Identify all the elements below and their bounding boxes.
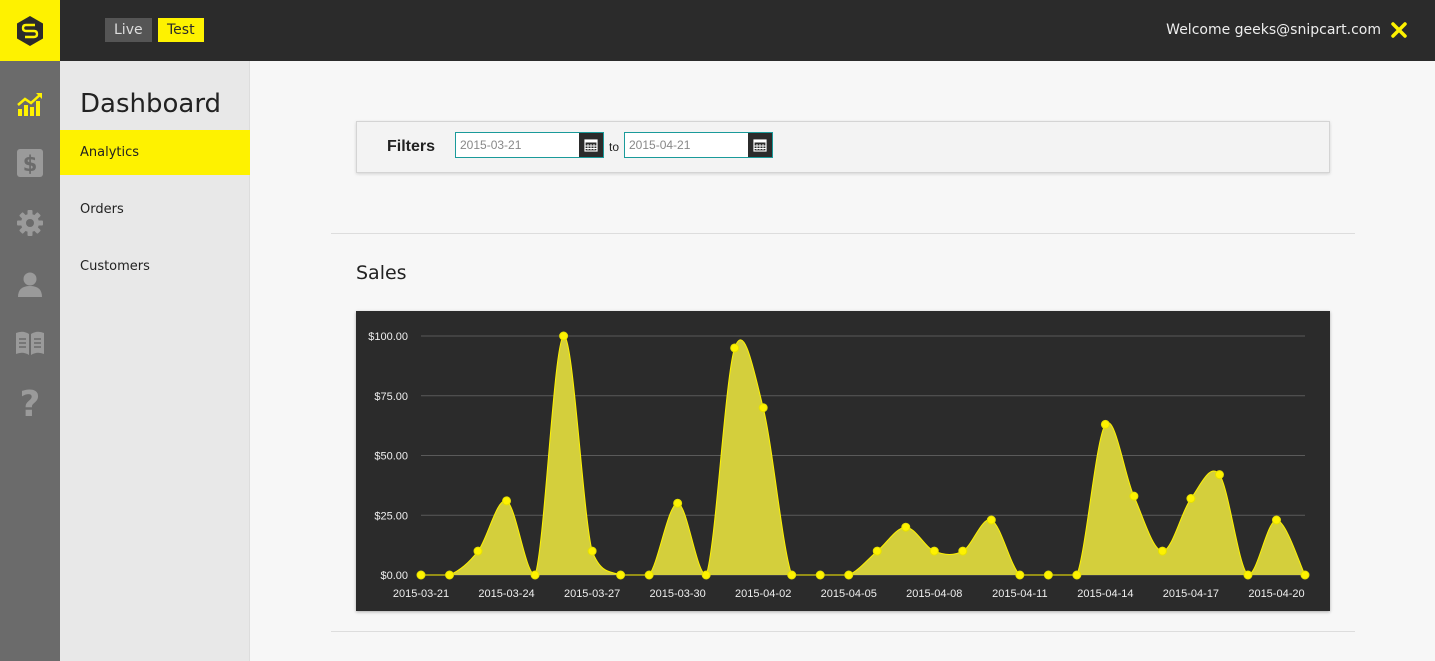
data-point [587,546,597,556]
data-point [502,496,512,506]
x-tick-label: 2015-03-21 [393,588,449,600]
data-point [1072,570,1082,580]
sales-chart: $0.00 $25.00 $50.00 $75.00 $100.00 2015-03-21… [356,311,1330,611]
data-point [901,522,911,532]
data-point [1214,470,1224,480]
data-point [1129,491,1139,501]
date-from-value: 2015-03-21 [460,138,522,152]
sub-navigation: Dashboard Analytics Orders Customers [60,61,250,661]
x-tick-label: 2015-04-08 [906,588,962,600]
data-point [701,570,711,580]
env-live-toggle[interactable]: Live [105,18,152,42]
close-icon[interactable] [1389,20,1409,40]
sales-heading: Sales [356,262,407,284]
data-point [673,498,683,508]
sales-area [421,335,1305,575]
section-divider [331,631,1355,632]
data-point [986,515,996,525]
x-tick-label: 2015-03-24 [478,588,534,600]
data-point [730,343,740,353]
y-tick-label: $75.00 [374,391,408,403]
data-point [815,570,825,580]
data-point [1300,570,1310,580]
y-tick-label: $0.00 [380,570,408,582]
data-point [929,546,939,556]
data-point [1271,515,1281,525]
y-tick-label: $25.00 [374,510,408,522]
dollar-icon[interactable]: $ [14,147,46,179]
data-point [644,570,654,580]
snipcart-logo-icon[interactable] [0,0,60,61]
section-divider [331,233,1355,234]
y-tick-label: $50.00 [374,451,408,463]
subnav-item-analytics[interactable]: Analytics [60,130,250,175]
env-test-toggle[interactable]: Test [158,18,204,42]
data-point [559,331,569,341]
svg-text:?: ? [20,385,41,419]
welcome-text: Welcome geeks@snipcart.com [1166,22,1381,38]
data-point [1015,570,1025,580]
date-to-value: 2015-04-21 [629,138,691,152]
x-tick-label: 2015-04-14 [1077,588,1133,600]
user-icon[interactable] [14,268,46,300]
data-point [416,570,426,580]
sales-chart-svg: $0.00 $25.00 $50.00 $75.00 $100.00 2015-03-21… [368,331,1310,600]
data-point [1043,570,1053,580]
to-label: to [609,140,620,154]
x-tick-label: 2015-03-27 [564,588,620,600]
data-point [787,570,797,580]
data-point [958,546,968,556]
gear-icon[interactable] [14,207,46,239]
data-point [473,546,483,556]
data-point [844,570,854,580]
x-tick-label: 2015-04-20 [1248,588,1304,600]
data-point [758,403,768,413]
subnav-item-customers[interactable]: Customers [80,259,150,274]
x-tick-label: 2015-04-02 [735,588,791,600]
data-point [616,570,626,580]
x-tick-label: 2015-03-30 [650,588,706,600]
data-point [1100,419,1110,429]
analytics-chart-icon[interactable] [14,88,46,120]
x-tick-label: 2015-04-11 [992,588,1047,600]
data-point [1157,546,1167,556]
filters-label: Filters [387,138,436,155]
data-point [872,546,882,556]
data-point [445,570,455,580]
calendar-icon[interactable] [748,133,772,157]
svg-text:$: $ [23,152,38,176]
data-point [1243,570,1253,580]
filters-panel: Filters 2015-03-21 to 2015-04-21 [356,121,1330,173]
data-point [1186,494,1196,504]
subnav-item-orders[interactable]: Orders [80,202,124,217]
x-tick-label: 2015-04-17 [1163,588,1219,600]
icon-sidebar: $ ? [0,61,60,661]
page-title: Dashboard [80,89,222,119]
date-from-field[interactable]: 2015-03-21 [455,132,604,158]
help-question-icon[interactable]: ? [14,385,46,419]
calendar-icon[interactable] [579,133,603,157]
date-to-field[interactable]: 2015-04-21 [624,132,773,158]
x-tick-label: 2015-04-05 [821,588,877,600]
data-point [530,570,540,580]
top-bar: Live Test Welcome geeks@snipcart.com [0,0,1435,61]
book-icon[interactable] [14,327,46,359]
y-tick-label: $100.00 [368,331,408,343]
